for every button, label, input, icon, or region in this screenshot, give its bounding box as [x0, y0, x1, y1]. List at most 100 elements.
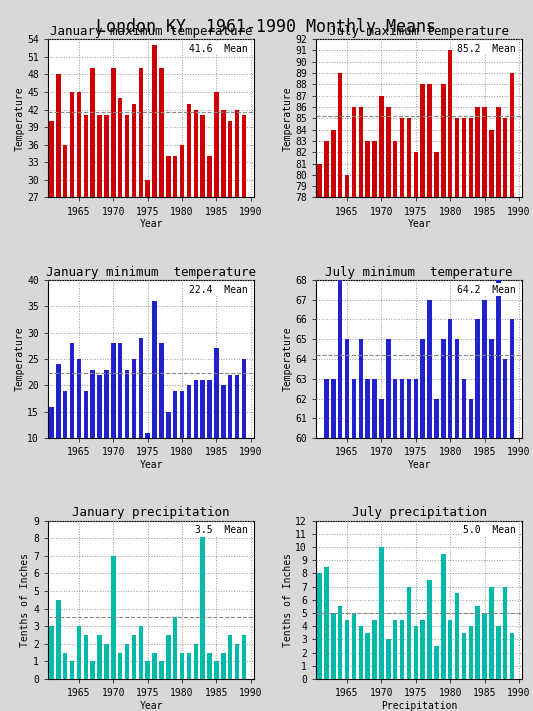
- Bar: [345, 339, 349, 438]
- Y-axis label: Temperature: Temperature: [14, 327, 25, 391]
- Bar: [421, 85, 425, 198]
- Bar: [338, 606, 342, 679]
- Bar: [166, 412, 171, 438]
- Bar: [132, 104, 136, 198]
- Bar: [111, 68, 116, 198]
- Bar: [469, 626, 473, 679]
- Bar: [104, 370, 109, 438]
- Bar: [441, 554, 446, 679]
- Bar: [324, 567, 329, 679]
- X-axis label: Year: Year: [139, 219, 163, 230]
- Y-axis label: Temperature: Temperature: [282, 327, 293, 391]
- Bar: [448, 50, 453, 198]
- Bar: [345, 175, 349, 198]
- Bar: [49, 407, 54, 438]
- Bar: [228, 375, 232, 438]
- Bar: [427, 85, 432, 198]
- Bar: [372, 141, 377, 198]
- Bar: [241, 115, 246, 198]
- Bar: [221, 109, 225, 198]
- Text: 22.4  Mean: 22.4 Mean: [189, 284, 248, 294]
- Bar: [421, 339, 425, 438]
- Bar: [324, 379, 329, 438]
- X-axis label: Precipitation: Precipitation: [381, 701, 457, 711]
- Y-axis label: Temperature: Temperature: [14, 86, 25, 151]
- Bar: [379, 96, 384, 198]
- Bar: [125, 643, 130, 679]
- Bar: [455, 118, 459, 198]
- Bar: [118, 343, 123, 438]
- Bar: [70, 661, 74, 679]
- Bar: [407, 587, 411, 679]
- Bar: [235, 375, 239, 438]
- Bar: [489, 587, 494, 679]
- Bar: [482, 299, 487, 438]
- Bar: [414, 152, 418, 198]
- X-axis label: Year: Year: [407, 219, 431, 230]
- Bar: [434, 646, 439, 679]
- Title: July minimum  temperature: July minimum temperature: [326, 266, 513, 279]
- Bar: [173, 617, 177, 679]
- Bar: [475, 319, 480, 438]
- Bar: [235, 643, 239, 679]
- Bar: [359, 107, 363, 198]
- Bar: [159, 661, 164, 679]
- Bar: [200, 380, 205, 438]
- Bar: [482, 107, 487, 198]
- Bar: [152, 653, 157, 679]
- Bar: [393, 379, 398, 438]
- Bar: [503, 118, 507, 198]
- Bar: [104, 115, 109, 198]
- Bar: [200, 530, 205, 679]
- Bar: [77, 92, 81, 198]
- Bar: [91, 370, 95, 438]
- Bar: [139, 626, 143, 679]
- Bar: [91, 68, 95, 198]
- Bar: [455, 339, 459, 438]
- Bar: [207, 156, 212, 198]
- Bar: [84, 635, 88, 679]
- X-axis label: Year: Year: [139, 460, 163, 470]
- Bar: [496, 280, 500, 438]
- X-axis label: Year: Year: [139, 701, 163, 711]
- Bar: [324, 141, 329, 198]
- Bar: [166, 156, 171, 198]
- Bar: [207, 380, 212, 438]
- Bar: [228, 635, 232, 679]
- Bar: [146, 180, 150, 198]
- Bar: [359, 339, 363, 438]
- Bar: [427, 580, 432, 679]
- Bar: [214, 661, 219, 679]
- Bar: [180, 653, 184, 679]
- Bar: [352, 107, 356, 198]
- Bar: [63, 391, 67, 438]
- Bar: [56, 75, 61, 198]
- Bar: [331, 613, 335, 679]
- Bar: [503, 587, 507, 679]
- Bar: [152, 301, 157, 438]
- Bar: [187, 653, 191, 679]
- Bar: [221, 653, 225, 679]
- Bar: [187, 104, 191, 198]
- Bar: [187, 385, 191, 438]
- Bar: [146, 433, 150, 438]
- Bar: [98, 115, 102, 198]
- Bar: [111, 556, 116, 679]
- Bar: [331, 379, 335, 438]
- Bar: [70, 343, 74, 438]
- Bar: [84, 391, 88, 438]
- Bar: [200, 115, 205, 198]
- Bar: [228, 122, 232, 198]
- Bar: [331, 129, 335, 198]
- Bar: [159, 68, 164, 198]
- Bar: [118, 653, 123, 679]
- Bar: [241, 635, 246, 679]
- Bar: [118, 98, 123, 198]
- Title: January minimum  temperature: January minimum temperature: [46, 266, 256, 279]
- Bar: [359, 626, 363, 679]
- Bar: [139, 338, 143, 438]
- Bar: [214, 348, 219, 438]
- Title: July precipitation: July precipitation: [352, 506, 487, 520]
- Text: 3.5  Mean: 3.5 Mean: [195, 525, 248, 535]
- Bar: [379, 399, 384, 438]
